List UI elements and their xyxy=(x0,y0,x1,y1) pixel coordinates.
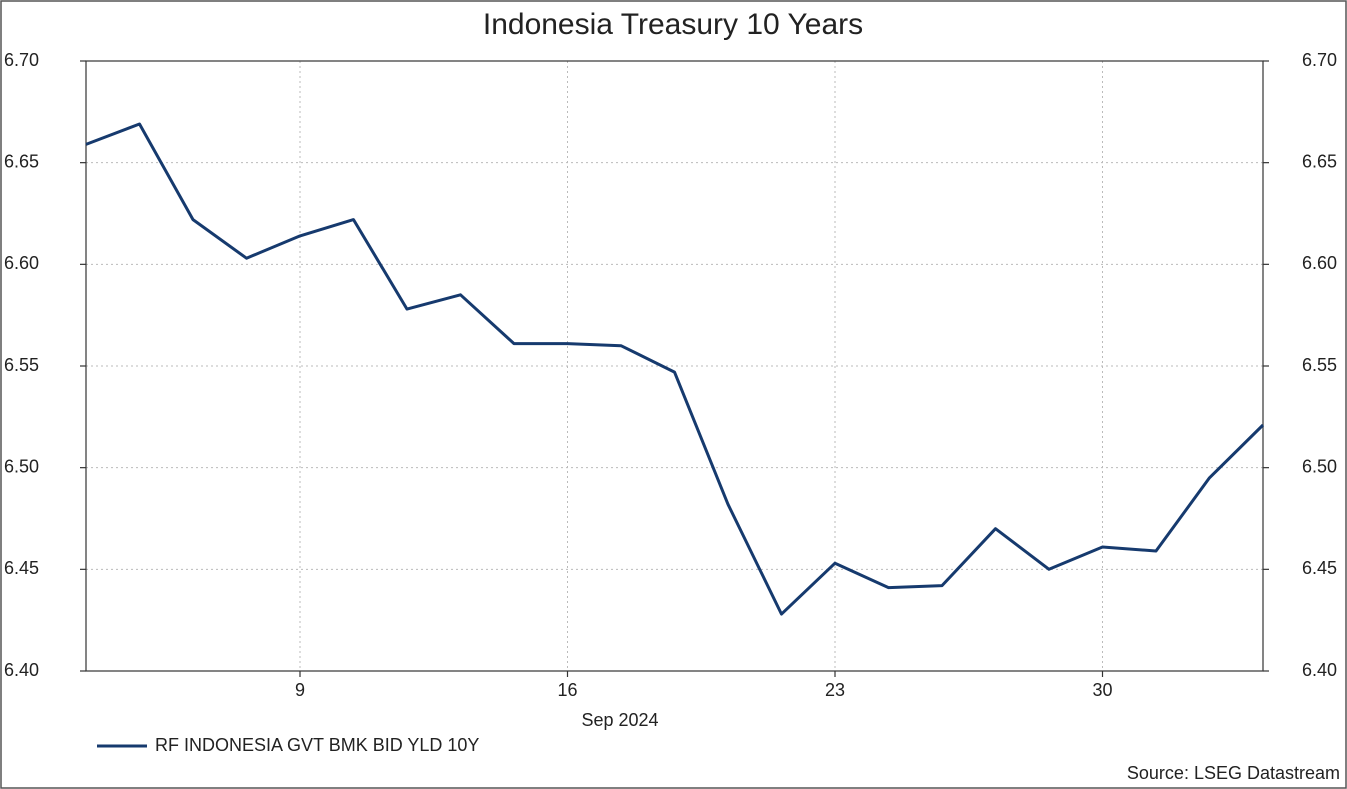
y2-tick-label: 6.40 xyxy=(1302,660,1337,680)
y2-tick-label: 6.55 xyxy=(1302,355,1337,375)
y2-tick-label: 6.50 xyxy=(1302,456,1337,476)
y2-tick-label: 6.65 xyxy=(1302,151,1337,171)
x-tick-label: 30 xyxy=(1092,680,1112,700)
y-tick-label: 6.60 xyxy=(4,253,39,273)
y-tick-label: 6.65 xyxy=(4,151,39,171)
y-tick-label: 6.55 xyxy=(4,355,39,375)
x-tick-label: 9 xyxy=(295,680,305,700)
y-tick-label: 6.50 xyxy=(4,456,39,476)
source: Source: LSEG Datastream xyxy=(1127,763,1340,783)
plot-area xyxy=(85,60,1264,672)
line-series xyxy=(85,122,1265,616)
y2-tick-label: 6.70 xyxy=(1302,50,1337,70)
x-tick-label: 23 xyxy=(825,680,845,700)
y2-tick-label: 6.45 xyxy=(1302,558,1337,578)
y2-tick-label: 6.60 xyxy=(1302,253,1337,273)
chart-title: Indonesia Treasury 10 Years xyxy=(483,8,863,41)
x-tick-label: 16 xyxy=(557,680,577,700)
y-tick-label: 6.70 xyxy=(4,50,39,70)
x-axis-label: Sep 2024 xyxy=(581,710,658,730)
y-tick-label: 6.45 xyxy=(4,558,39,578)
y-tick-label: 6.40 xyxy=(4,660,39,680)
legend-label: RF INDONESIA GVT BMK BID YLD 10Y xyxy=(155,735,479,755)
